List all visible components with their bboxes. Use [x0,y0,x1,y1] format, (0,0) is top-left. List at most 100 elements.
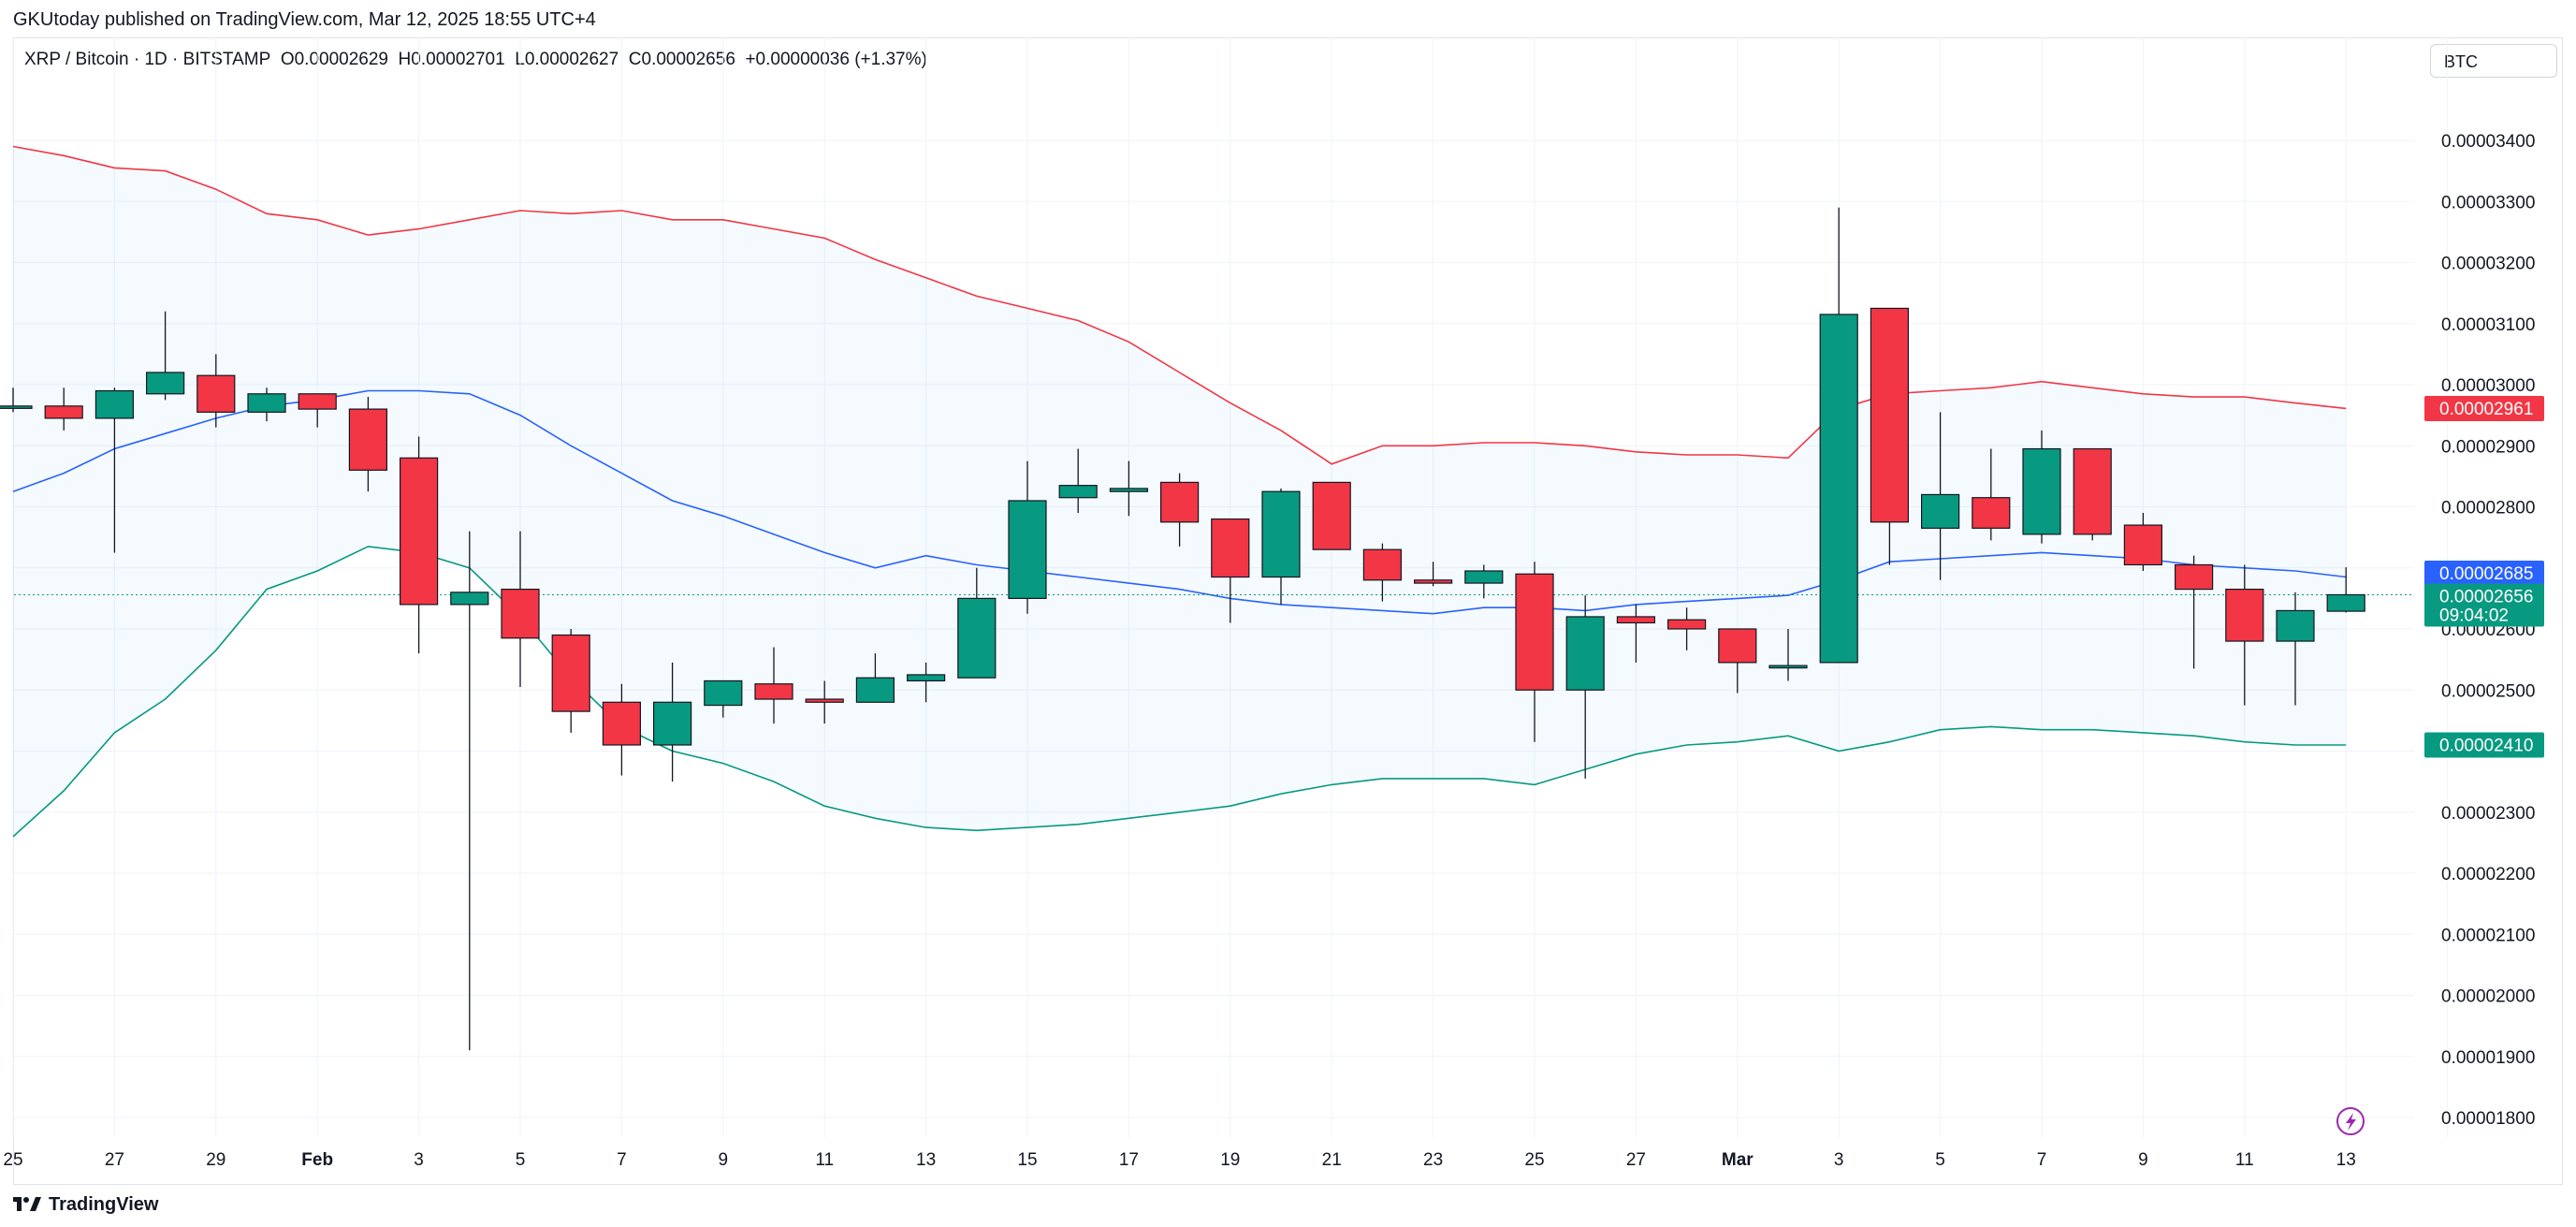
candle [1616,604,1656,663]
badge-countdown: 09:04:02 [2439,606,2509,625]
x-tick-label: 21 [1322,1150,1342,1170]
candle-body [400,457,439,606]
candle-body [957,597,997,679]
candle-body [2175,563,2214,591]
candle [1312,481,1351,550]
x-tick-label: 11 [2235,1150,2254,1170]
candle [1565,595,1605,779]
currency-selector[interactable]: BTC [2430,44,2557,78]
x-tick-label: 7 [2037,1150,2047,1170]
price-chart[interactable]: 0.00003400 0.00003300 0.00003200 0.00003100… [0,0,2576,1189]
close-label: C [628,50,642,69]
candle-body [247,393,286,413]
candle-body [2022,447,2061,535]
candle-body [95,389,135,419]
bollinger-basis-line [12,389,2347,615]
candle [2225,564,2264,706]
candle-body [652,701,692,746]
candle-body [805,698,844,703]
candle-body [1211,518,1250,578]
candle [1464,564,1504,599]
y-tick-label: 0.00002800 [2441,499,2535,519]
candle-body [2123,524,2162,566]
candle-body [1058,485,1098,499]
lightning-icon[interactable] [2336,1107,2365,1135]
candle [348,397,387,492]
candle [44,387,83,431]
y-tick-label: 0.00002200 [2441,865,2535,884]
candle [247,387,286,422]
close-value: 0.00002656 [641,50,735,69]
candle [1261,488,1301,605]
y-tick-label: 0.00002500 [2441,681,2535,701]
candle [1109,460,1149,517]
symbol-title[interactable]: XRP / Bitcoin · 1D · BITSTAMP [24,50,271,69]
badge-value: 0.00002961 [2439,400,2533,419]
candle [1819,207,1858,664]
candle [2276,592,2315,706]
high-label: H [398,50,412,69]
badge-value: 0.00002656 [2439,587,2533,606]
x-tick-label: 9 [2138,1150,2148,1170]
candle [1666,607,1707,650]
candle-body [1768,665,1808,669]
candle [1718,628,1757,694]
candle-body [298,393,337,410]
price-axis[interactable]: 0.00003400 0.00003300 0.00003200 0.00003100… [2441,132,2535,1129]
candle-body [1870,307,1910,523]
candle-body [1109,488,1149,492]
candle-body [501,588,540,639]
y-tick-label: 0.00002300 [2441,804,2535,824]
y-tick-label: 0.00002900 [2441,437,2535,457]
candle [1008,460,1047,614]
badge-value: 0.00002685 [2439,564,2533,584]
y-tick-label: 0.00001900 [2441,1048,2535,1068]
candles [0,207,2365,1051]
candle [906,662,946,703]
candle-body [450,592,489,606]
x-tick-label: 3 [414,1150,424,1170]
candle [2123,513,2162,572]
badge-bg [2424,395,2544,421]
y-tick-label: 0.00003400 [2441,132,2535,152]
candle [602,683,642,776]
candle-body [2073,447,2112,535]
candle [1972,448,2011,541]
price-badge-upper: 0.00002961 [2424,395,2544,421]
candle [1058,448,1098,514]
candle-body [1819,314,1858,664]
candle [1515,562,1554,742]
candle [754,647,793,724]
tradingview-brand[interactable]: TradingView [49,1193,159,1215]
candle-body [906,674,946,682]
x-tick-label: 15 [1017,1150,1037,1170]
candle [501,531,540,687]
candle-body [1515,573,1554,691]
candle-body [1565,616,1605,691]
candle-body [551,634,590,712]
candle [805,680,844,724]
x-tick-label: 27 [105,1150,124,1170]
y-tick-label: 0.00002000 [2441,987,2535,1007]
candle [1362,543,1403,602]
low-value: 0.00002627 [524,50,619,69]
tradingview-logo-icon[interactable] [13,1196,41,1213]
candle-body [0,405,33,409]
time-axis[interactable]: 25 27 29 Feb 3 5 7 9 11 13 15 17 19 21 23 25 27 Mar 3 5 7 9 11… [3,1150,2355,1170]
candle [146,311,185,401]
x-tick-label: 5 [516,1150,526,1170]
y-tick-label: 0.00003000 [2441,376,2535,396]
badge-bg [2424,561,2544,587]
candle [652,662,692,782]
candle-body [348,408,387,471]
x-tick-label: 7 [617,1150,627,1170]
candle [0,387,33,413]
x-tick-label: 3 [1834,1150,1844,1170]
x-tick-label: 9 [719,1150,729,1170]
candle-body [1666,619,1707,630]
candle [551,629,590,733]
x-tick-label: 11 [815,1150,834,1170]
candle [2175,555,2214,669]
price-badges: 0.000029610.000026850.0000265609:04:020.… [2424,395,2544,758]
